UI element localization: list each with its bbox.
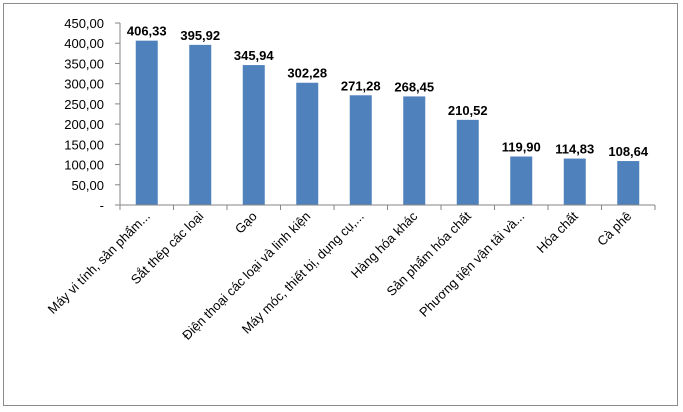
x-tick-label: Hóa chất [533, 208, 581, 256]
y-tick-label: 250,00 [64, 97, 104, 112]
data-label: 268,45 [394, 79, 434, 94]
bar [456, 119, 479, 205]
x-tick-label: Máy vi tính, sản phẩm... [45, 209, 153, 317]
y-tick-label: 150,00 [64, 137, 104, 152]
x-tick-label: Gạo [232, 209, 260, 237]
x-tick-label: Phương tiện vận tải và... [416, 209, 527, 320]
y-tick-label: 100,00 [64, 158, 104, 173]
data-label: 210,52 [448, 103, 488, 118]
y-tick-label: 300,00 [64, 77, 104, 92]
data-label: 302,28 [287, 66, 327, 81]
y-tick-label: 450,00 [64, 16, 104, 31]
bar [510, 156, 533, 205]
data-label: 345,94 [234, 48, 275, 63]
x-axis: Máy vi tính, sản phẩm...Sắt thép các loạ… [45, 204, 656, 343]
bar [189, 44, 212, 205]
bar [242, 65, 265, 205]
data-label: 119,90 [502, 140, 541, 155]
data-label: 271,28 [341, 78, 381, 93]
bar [403, 96, 426, 205]
y-axis: - 50,00 100,00 150,00 200,00 250,00 300,00 350,… [64, 16, 121, 213]
bar [617, 161, 640, 205]
data-label: 395,92 [180, 28, 220, 43]
bar [349, 95, 372, 205]
y-tick-label: 200,00 [64, 117, 104, 132]
bar [135, 40, 158, 205]
y-tick-label: - [100, 198, 104, 213]
y-tick-label: 400,00 [64, 36, 104, 51]
x-tick-label: Cà phê [594, 209, 634, 249]
bar [563, 158, 586, 205]
bar [296, 82, 319, 205]
y-tick-label: 50,00 [71, 178, 104, 193]
bars [135, 40, 640, 205]
y-tick-label: 350,00 [64, 56, 104, 71]
data-labels: 406,33 395,92 345,94 302,28 271,28 268,45 210,… [127, 24, 649, 159]
data-label: 114,83 [555, 142, 594, 157]
data-label: 406,33 [127, 24, 167, 39]
data-label: 108,64 [608, 144, 649, 159]
